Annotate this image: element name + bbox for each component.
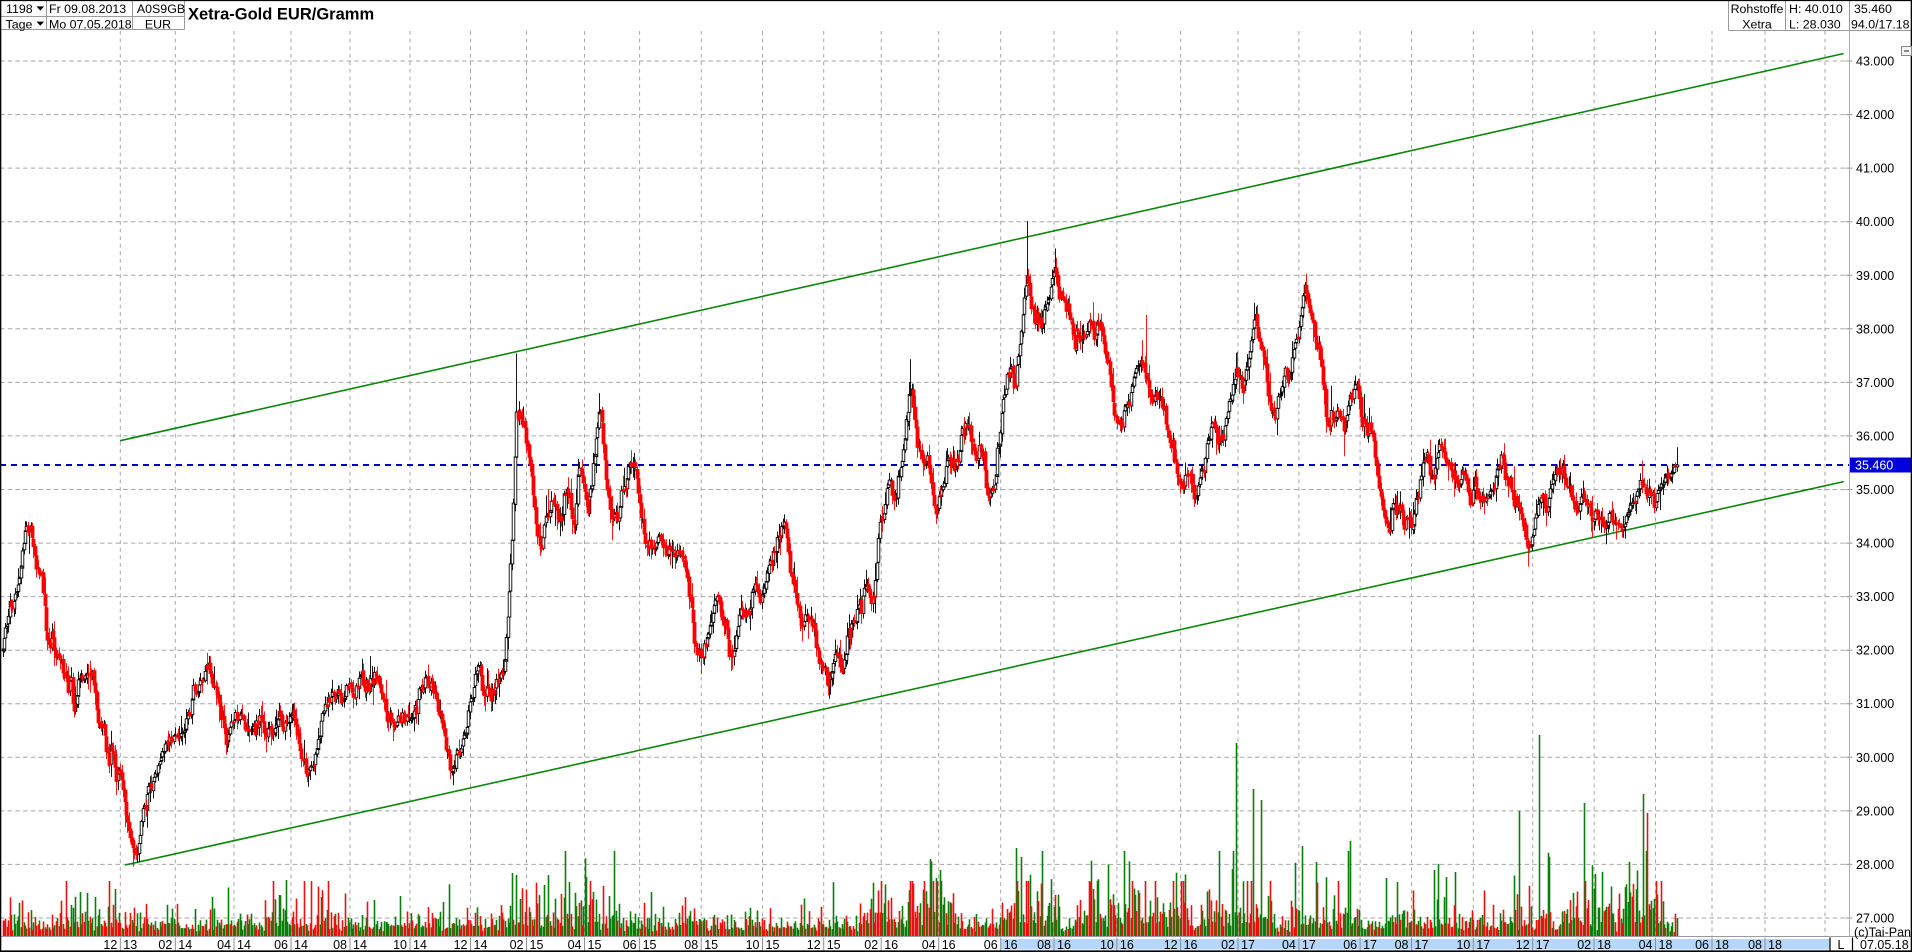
svg-text:Rohstoffe: Rohstoffe: [1731, 2, 1784, 16]
svg-text:07.05.18: 07.05.18: [1860, 938, 1909, 952]
svg-text:34.000: 34.000: [1856, 537, 1894, 551]
svg-text:35.000: 35.000: [1856, 483, 1894, 497]
svg-text:04: 04: [568, 938, 582, 952]
svg-text:02: 02: [158, 938, 172, 952]
svg-text:16: 16: [942, 938, 956, 952]
svg-text:14: 14: [413, 938, 427, 952]
svg-text:35.460: 35.460: [1855, 459, 1893, 473]
svg-text:04: 04: [1639, 938, 1653, 952]
svg-text:10: 10: [746, 938, 760, 952]
svg-text:10: 10: [393, 938, 407, 952]
svg-text:Xetra-Gold EUR/Gramm: Xetra-Gold EUR/Gramm: [188, 6, 374, 24]
svg-text:14: 14: [178, 938, 192, 952]
svg-text:16: 16: [884, 938, 898, 952]
svg-text:08: 08: [684, 938, 698, 952]
svg-text:Tage: Tage: [6, 17, 33, 31]
svg-text:33.000: 33.000: [1856, 590, 1894, 604]
svg-text:08: 08: [1748, 938, 1762, 952]
svg-text:EUR: EUR: [145, 17, 171, 31]
svg-text:94.0/17.18: 94.0/17.18: [1851, 17, 1910, 31]
svg-text:17: 17: [1363, 938, 1377, 952]
svg-text:42.000: 42.000: [1856, 108, 1894, 122]
svg-text:18: 18: [1659, 938, 1673, 952]
svg-text:02: 02: [1577, 938, 1591, 952]
svg-text:13: 13: [123, 938, 137, 952]
svg-text:A0S9GB: A0S9GB: [137, 2, 185, 16]
svg-text:Fr 09.08.2013: Fr 09.08.2013: [49, 2, 126, 16]
svg-text:28.000: 28.000: [1856, 858, 1894, 872]
svg-text:39.000: 39.000: [1856, 269, 1894, 283]
svg-text:06: 06: [1695, 938, 1709, 952]
svg-text:06: 06: [623, 938, 637, 952]
svg-text:17: 17: [1241, 938, 1255, 952]
svg-text:1198: 1198: [6, 2, 33, 16]
svg-text:17: 17: [1415, 938, 1429, 952]
svg-text:17: 17: [1302, 938, 1316, 952]
svg-text:14: 14: [294, 938, 308, 952]
svg-text:14: 14: [474, 938, 488, 952]
svg-text:38.000: 38.000: [1856, 322, 1894, 336]
svg-text:12: 12: [1164, 938, 1178, 952]
svg-text:18: 18: [1715, 938, 1729, 952]
svg-text:04: 04: [1282, 938, 1296, 952]
svg-text:15: 15: [827, 938, 841, 952]
svg-text:14: 14: [237, 938, 251, 952]
svg-text:Xetra: Xetra: [1742, 17, 1772, 31]
svg-text:12: 12: [103, 938, 117, 952]
svg-text:12: 12: [454, 938, 468, 952]
svg-text:36.000: 36.000: [1856, 429, 1894, 443]
svg-text:06: 06: [984, 938, 998, 952]
svg-text:H: 40.010: H: 40.010: [1789, 2, 1843, 16]
svg-text:L: L: [1838, 938, 1845, 952]
svg-text:16: 16: [1004, 938, 1018, 952]
svg-text:L: 28.030: L: 28.030: [1789, 17, 1841, 31]
svg-text:10: 10: [1100, 938, 1114, 952]
svg-text:12: 12: [1516, 938, 1530, 952]
svg-text:15: 15: [766, 938, 780, 952]
svg-text:16: 16: [1120, 938, 1134, 952]
svg-text:18: 18: [1768, 938, 1782, 952]
svg-text:15: 15: [643, 938, 657, 952]
svg-text:04: 04: [217, 938, 231, 952]
svg-text:02: 02: [1221, 938, 1235, 952]
svg-text:17: 17: [1476, 938, 1490, 952]
svg-text:04: 04: [922, 938, 936, 952]
svg-text:02: 02: [510, 938, 524, 952]
svg-text:08: 08: [1037, 938, 1051, 952]
svg-text:40.000: 40.000: [1856, 215, 1894, 229]
svg-text:15: 15: [530, 938, 544, 952]
svg-text:06: 06: [1343, 938, 1357, 952]
svg-text:(c)Tai-Pan: (c)Tai-Pan: [1854, 926, 1911, 940]
svg-text:15: 15: [704, 938, 718, 952]
svg-text:18: 18: [1597, 938, 1611, 952]
svg-text:14: 14: [353, 938, 367, 952]
svg-text:43.000: 43.000: [1856, 55, 1894, 69]
svg-text:08: 08: [1395, 938, 1409, 952]
svg-text:41.000: 41.000: [1856, 162, 1894, 176]
svg-text:16: 16: [1057, 938, 1071, 952]
svg-text:02: 02: [864, 938, 878, 952]
svg-text:35.460: 35.460: [1854, 2, 1892, 16]
svg-text:17: 17: [1536, 938, 1550, 952]
svg-text:12: 12: [807, 938, 821, 952]
svg-text:29.000: 29.000: [1856, 804, 1894, 818]
svg-text:10: 10: [1456, 938, 1470, 952]
svg-text:37.000: 37.000: [1856, 376, 1894, 390]
svg-text:16: 16: [1184, 938, 1198, 952]
svg-text:27.000: 27.000: [1856, 912, 1894, 926]
svg-text:Mo 07.05.2018: Mo 07.05.2018: [49, 17, 132, 31]
svg-text:15: 15: [588, 938, 602, 952]
svg-text:31.000: 31.000: [1856, 697, 1894, 711]
svg-text:30.000: 30.000: [1856, 751, 1894, 765]
svg-text:32.000: 32.000: [1856, 644, 1894, 658]
svg-text:08: 08: [333, 938, 347, 952]
svg-text:06: 06: [274, 938, 288, 952]
